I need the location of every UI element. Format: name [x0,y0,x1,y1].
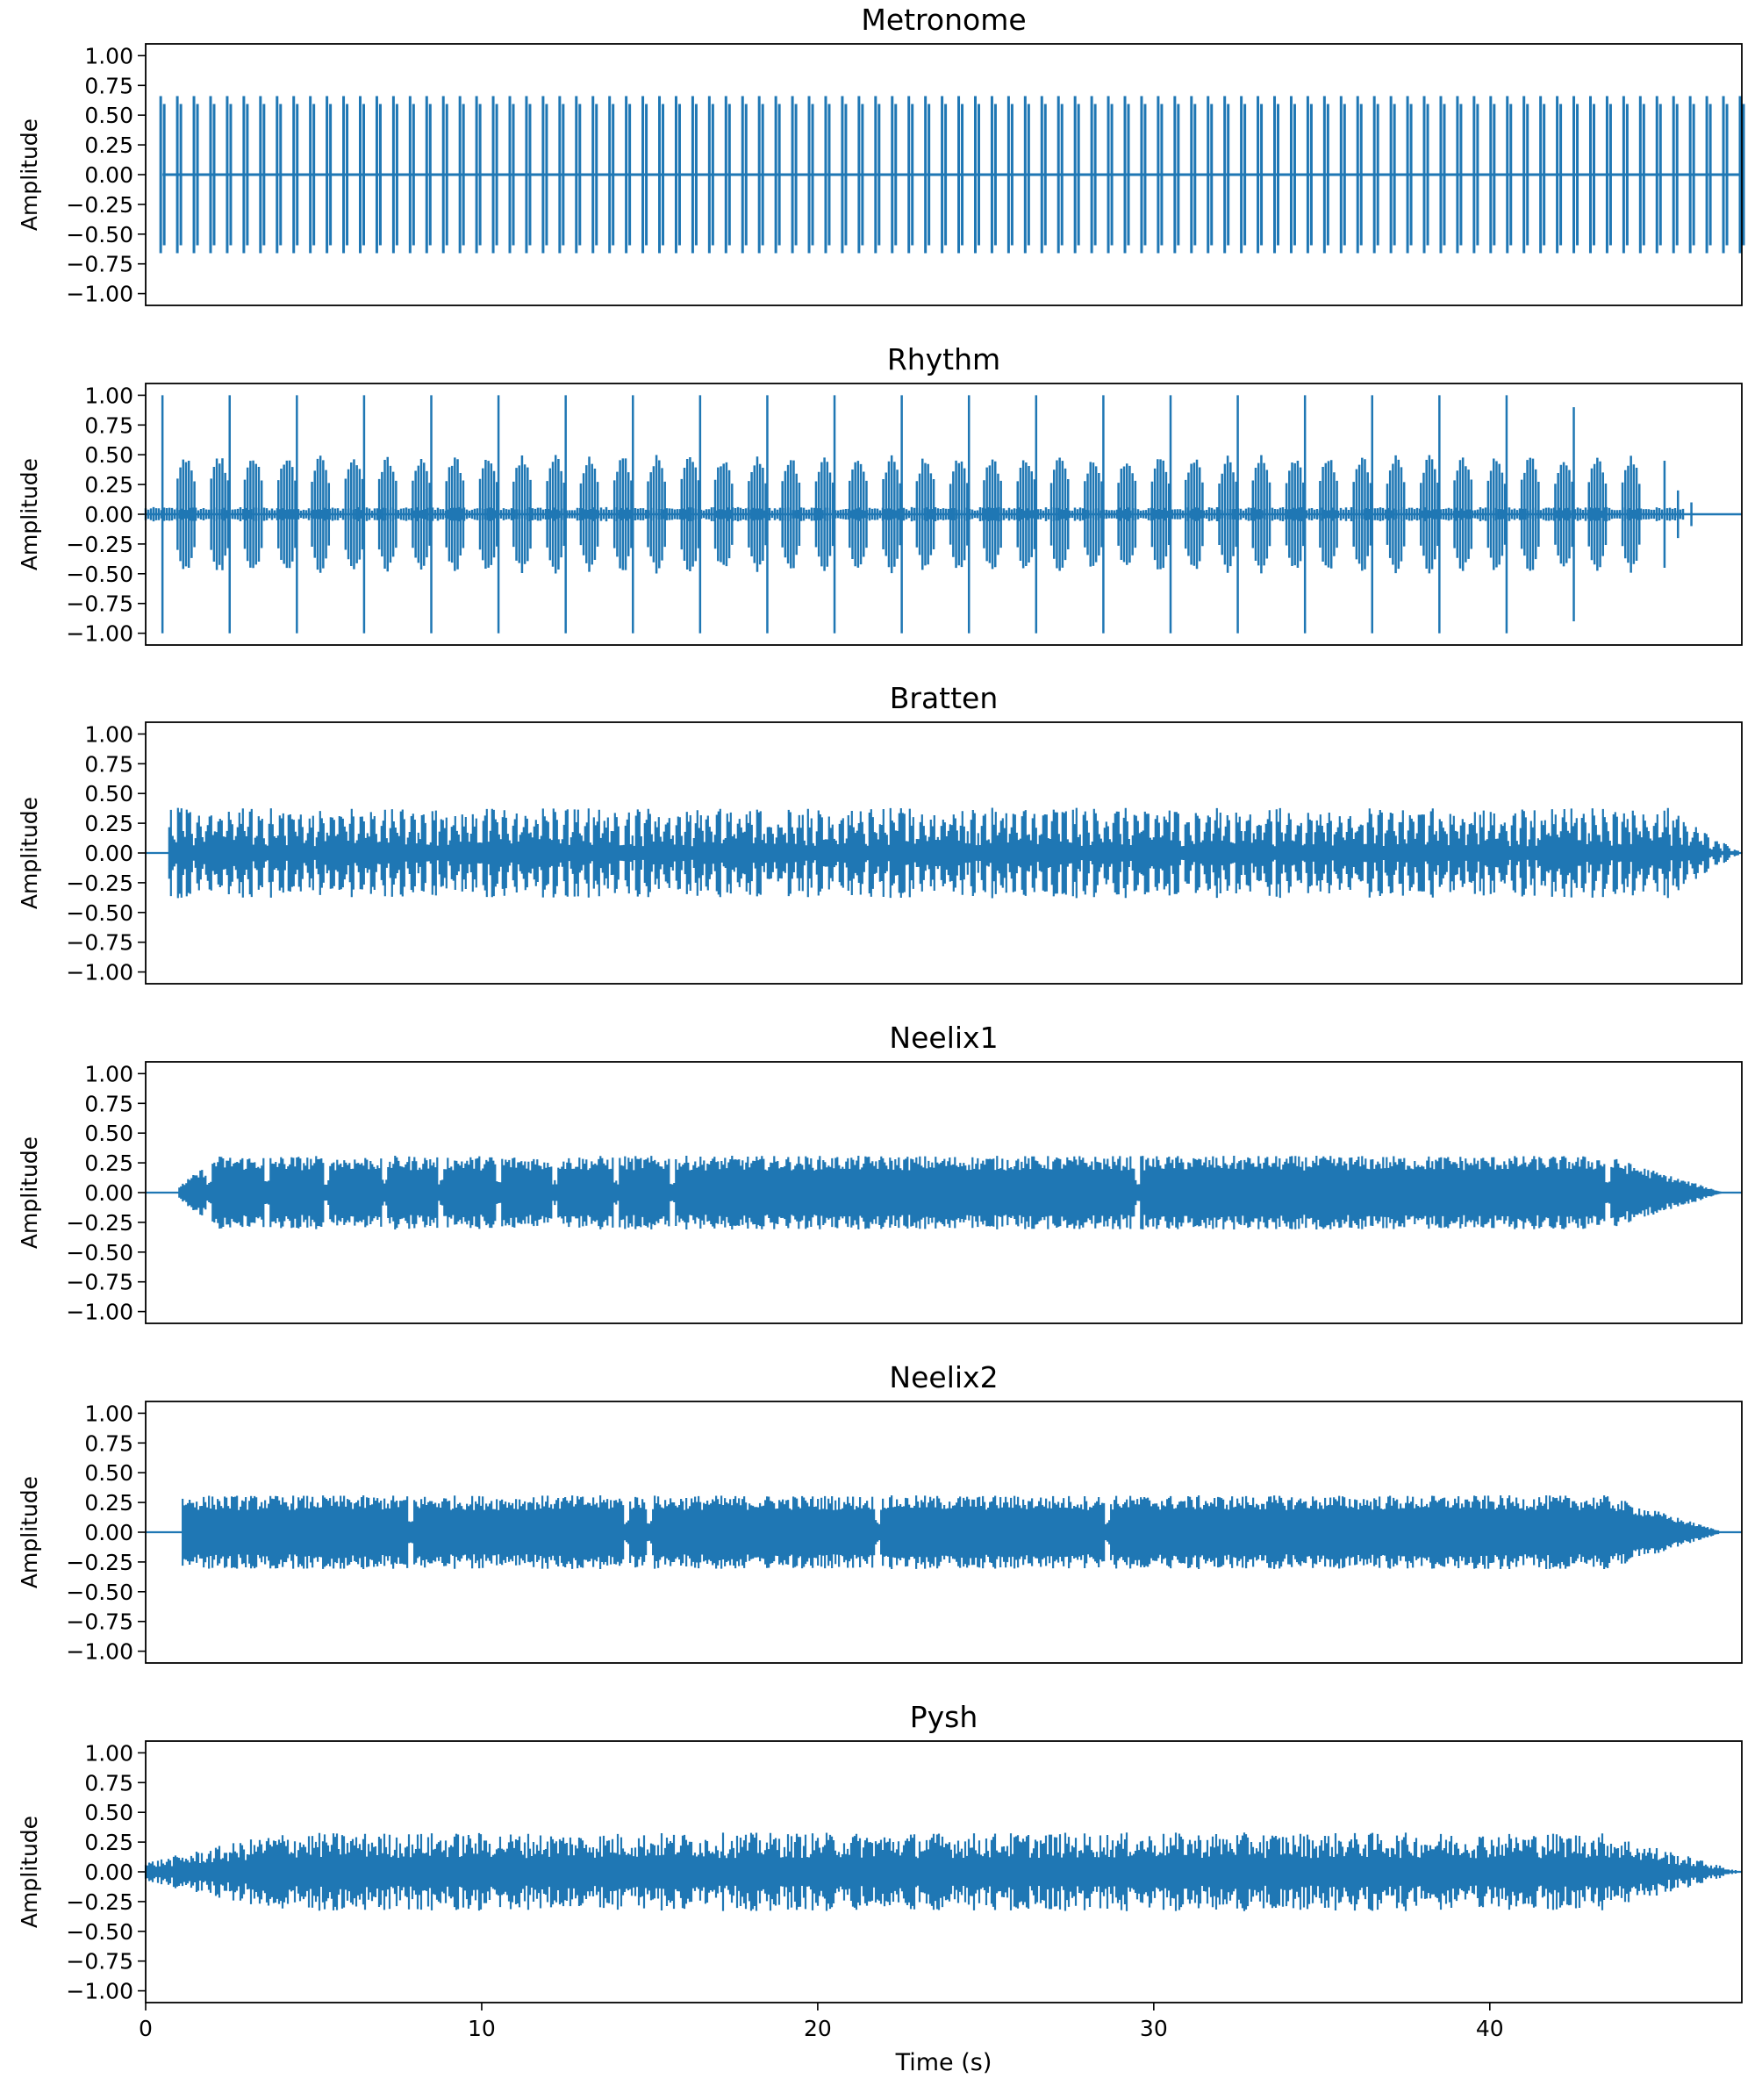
y-tick-label: −0.25 [66,192,133,218]
y-tick-label: 0.50 [84,442,133,468]
waveform-neelix1 [146,1155,1742,1230]
y-tick-label: −1.00 [66,1639,133,1665]
axes-frame [145,721,1743,985]
y-tick-label: −0.50 [66,1240,133,1265]
y-tick-label: −0.75 [66,252,133,277]
panel-title: Metronome [861,3,1026,37]
y-tick-label: 1.00 [84,721,133,747]
y-tick-label: 0.25 [84,1830,133,1855]
y-tick-label: 0.75 [84,412,133,438]
y-tick-label: 0.75 [84,73,133,98]
panel-title: Bratten [890,681,999,715]
y-tick-label: 0.50 [84,781,133,806]
x-tick-label: 30 [1140,2016,1168,2041]
y-tick-label: 1.00 [84,1401,133,1426]
x-tick-label: 10 [468,2016,496,2041]
y-tick-label: 0.50 [84,1121,133,1146]
y-tick-label: −0.25 [66,1889,133,1915]
y-tick-label: 0.00 [84,1180,133,1206]
y-tick-label: 0.25 [84,472,133,498]
axes-frame [145,1401,1743,1664]
y-tick-label: 0.00 [84,162,133,188]
axes-frame [145,43,1743,306]
y-tick-label: −0.75 [66,1609,133,1635]
y-axis-label: Amplitude [17,797,42,909]
panel-rhythm: Rhythm 1.00 0.75 0.50 0.25 0.00 −0.25 −0.50 −0.7… [17,342,1743,647]
y-tick-label: 0.00 [84,1860,133,1885]
x-axis-label: Time (s) [895,2049,992,2076]
panel-title: Pysh [910,1700,978,1734]
y-tick-label: 0.50 [84,103,133,128]
y-axis-label: Amplitude [17,1476,42,1588]
waveform-bratten [146,807,1743,899]
y-tick-label: 0.25 [84,811,133,836]
panel-title: Neelix1 [889,1021,998,1055]
y-tick-label: −1.00 [66,1300,133,1325]
y-tick-label: −1.00 [66,1979,133,2004]
y-tick-label: −0.25 [66,532,133,557]
panel-neelix2: Neelix2 1.00 0.75 0.50 0.25 0.00 −0.25 −0.50 −0.… [17,1360,1743,1665]
y-tick-label: 0.50 [84,1800,133,1825]
y-tick-label: −1.00 [66,282,133,307]
y-axis-label: Amplitude [17,458,42,570]
y-tick-label: −0.50 [66,900,133,926]
y-tick-label: 0.50 [84,1460,133,1486]
waveform-pysh [144,1832,1743,1911]
panel-neelix1: Neelix1 1.00 0.75 0.50 0.25 0.00 −0.25 −0.50 −0.… [17,1021,1743,1325]
y-tick-label: −0.75 [66,930,133,956]
waveform-rhythm [144,395,1742,634]
y-tick-label: 0.00 [84,502,133,527]
y-tick-label: −0.50 [66,1580,133,1605]
y-tick-label: 1.00 [84,43,133,68]
y-tick-label: 0.00 [84,1520,133,1545]
y-tick-label: −0.50 [66,222,133,247]
axes-frame [145,1061,1743,1324]
y-tick-label: 0.25 [84,1490,133,1516]
x-tick-label: 0 [139,2016,153,2041]
y-tick-label: −0.75 [66,1949,133,1975]
y-tick-label: −0.75 [66,1270,133,1295]
y-tick-label: −0.25 [66,871,133,896]
y-tick-label: −0.25 [66,1210,133,1236]
y-tick-label: −0.50 [66,1919,133,1945]
x-tick-label: 40 [1476,2016,1504,2041]
x-tick-label: 20 [804,2016,832,2041]
y-tick-label: 0.25 [84,1150,133,1176]
panel-bratten: Bratten 1.00 0.75 0.50 0.25 0.00 −0.25 −0.50 −0.… [17,681,1743,985]
y-tick-label: −1.00 [66,621,133,647]
y-axis-label: Amplitude [17,1816,42,1928]
y-tick-label: −0.50 [66,562,133,587]
y-tick-label: 0.25 [84,133,133,158]
y-axis-label: Amplitude [17,118,42,231]
y-tick-label: −0.75 [66,591,133,617]
y-tick-label: 1.00 [84,383,133,408]
panel-title: Rhythm [887,342,1000,376]
y-tick-label: −0.25 [66,1550,133,1575]
y-tick-label: 0.00 [84,841,133,866]
panel-pysh: Pysh 1.00 0.75 0.50 0.25 0.00 −0.25 −0.50 −0.75 −… [17,1700,1743,2076]
y-tick-label: 0.75 [84,1430,133,1456]
axes-frame [145,1740,1743,2003]
waveform-metronome [159,96,1745,254]
y-tick-label: 0.75 [84,1770,133,1795]
y-tick-label: 0.75 [84,1091,133,1116]
panel-metronome: Metronome 1.00 0.75 0.50 0.25 0.00 −0.25 −0.50 −… [17,3,1745,307]
panel-title: Neelix2 [889,1360,998,1394]
axes-frame [145,383,1743,646]
y-tick-label: 1.00 [84,1061,133,1086]
y-tick-label: 1.00 [84,1740,133,1766]
y-tick-label: 0.75 [84,751,133,777]
y-axis-label: Amplitude [17,1136,42,1249]
y-tick-label: −1.00 [66,960,133,985]
waveform-neelix2 [146,1494,1742,1570]
